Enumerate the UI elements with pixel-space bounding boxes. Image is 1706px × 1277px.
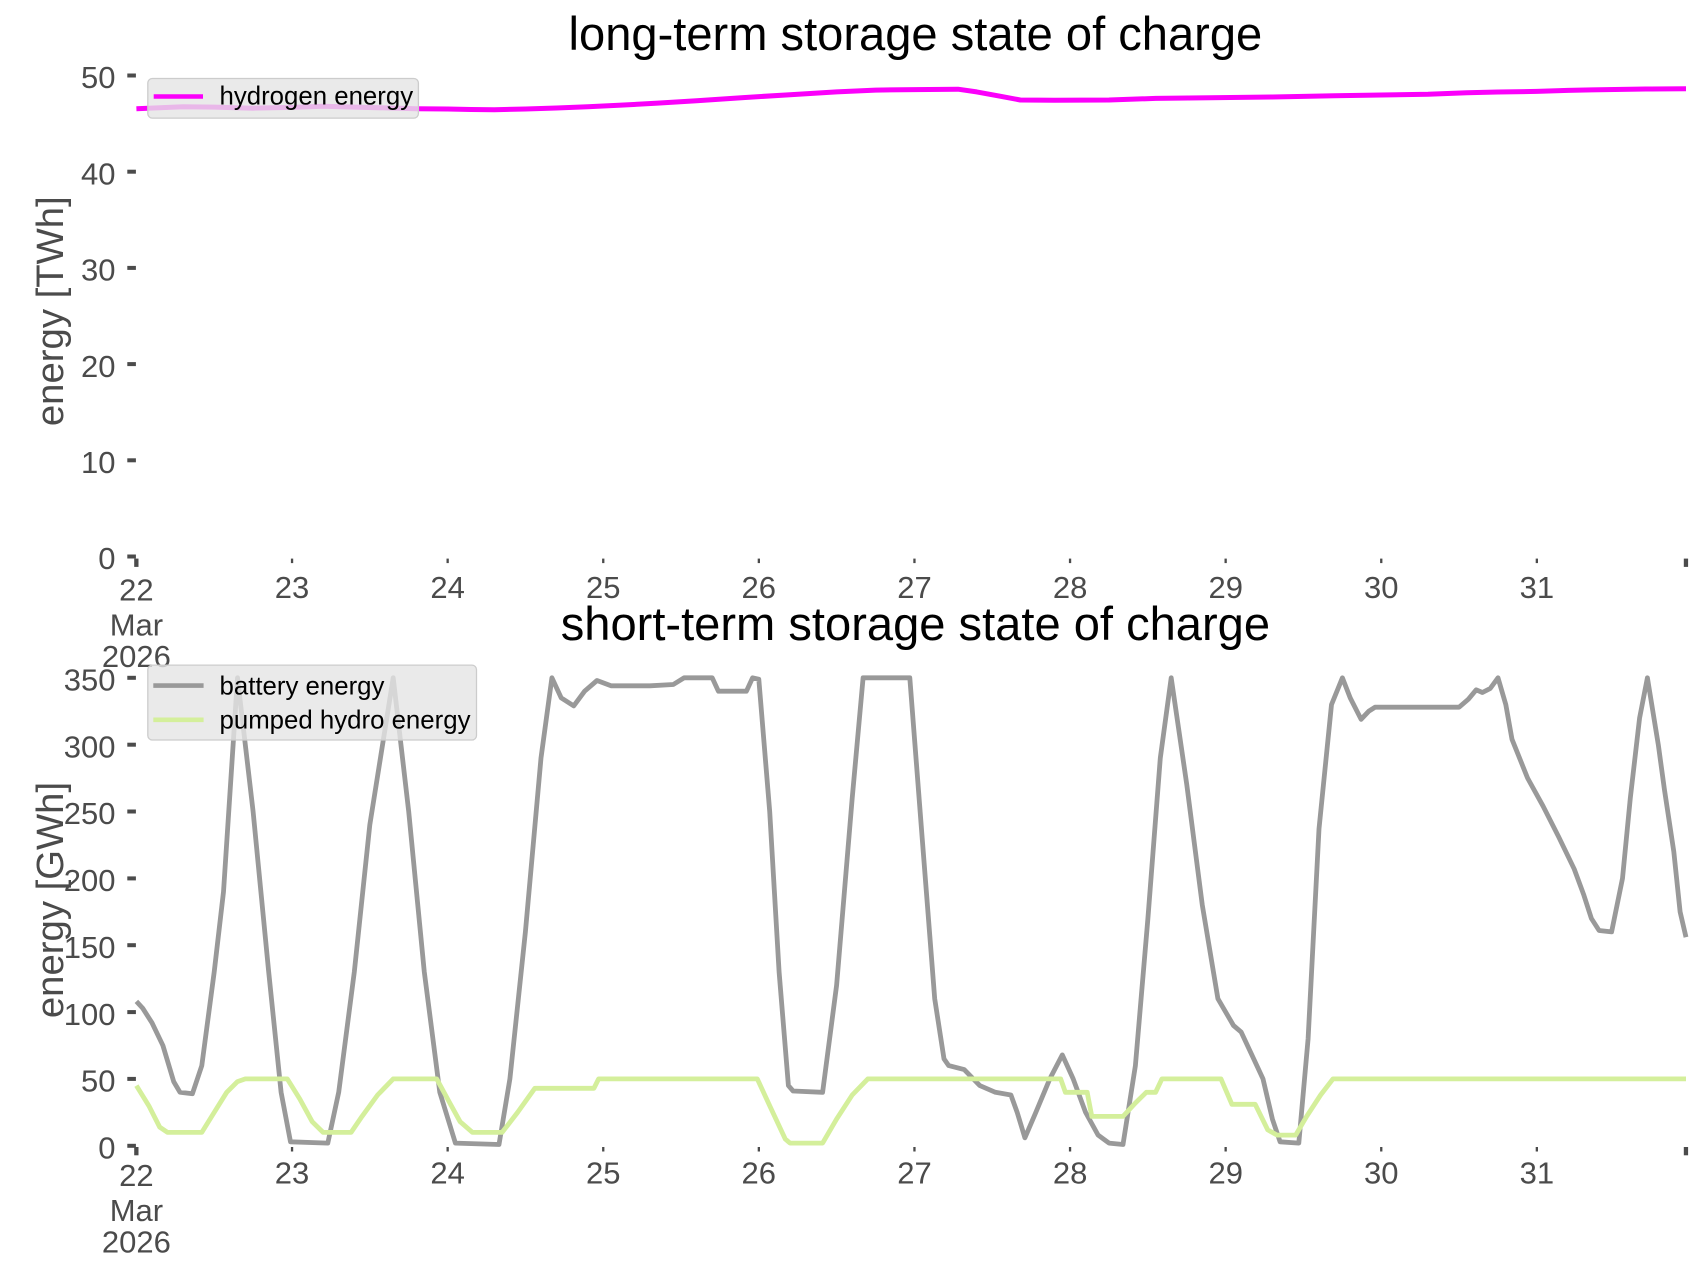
svg-text:31: 31 [1520, 570, 1554, 605]
svg-text:24: 24 [430, 570, 464, 605]
svg-text:29: 29 [1208, 570, 1242, 605]
svg-text:22: 22 [119, 572, 153, 607]
svg-text:battery energy: battery energy [220, 672, 385, 700]
svg-text:long-term storage state of cha: long-term storage state of charge [569, 7, 1263, 60]
svg-text:100: 100 [64, 997, 116, 1032]
svg-text:28: 28 [1053, 570, 1087, 605]
svg-text:150: 150 [64, 930, 116, 965]
svg-text:27: 27 [897, 1155, 931, 1190]
svg-text:20: 20 [81, 349, 115, 384]
svg-text:28: 28 [1053, 1155, 1087, 1190]
svg-text:50: 50 [81, 1064, 115, 1099]
svg-text:200: 200 [64, 863, 116, 898]
svg-text:26: 26 [742, 570, 776, 605]
svg-text:350: 350 [64, 663, 116, 698]
svg-text:31: 31 [1520, 1155, 1554, 1190]
svg-text:40: 40 [81, 156, 115, 191]
svg-text:29: 29 [1208, 1155, 1242, 1190]
svg-text:10: 10 [81, 445, 115, 480]
svg-text:short-term storage state of ch: short-term storage state of charge [561, 597, 1270, 650]
svg-text:50: 50 [81, 60, 115, 95]
svg-text:300: 300 [64, 729, 116, 764]
svg-text:26: 26 [742, 1155, 776, 1190]
svg-text:30: 30 [1364, 1155, 1398, 1190]
svg-text:23: 23 [275, 570, 309, 605]
svg-text:30: 30 [1364, 570, 1398, 605]
svg-text:0: 0 [98, 541, 115, 576]
svg-text:energy [TWh]: energy [TWh] [29, 196, 72, 426]
svg-text:22: 22 [119, 1158, 153, 1193]
svg-text:25: 25 [586, 570, 620, 605]
svg-text:23: 23 [275, 1155, 309, 1190]
svg-text:energy [GWh]: energy [GWh] [29, 782, 72, 1018]
svg-text:250: 250 [64, 796, 116, 831]
svg-text:24: 24 [430, 1155, 464, 1190]
svg-text:27: 27 [897, 570, 931, 605]
svg-text:25: 25 [586, 1155, 620, 1190]
svg-text:Mar: Mar [110, 1193, 163, 1228]
svg-text:hydrogen energy: hydrogen energy [220, 83, 414, 111]
svg-text:0: 0 [98, 1131, 115, 1166]
svg-text:2026: 2026 [102, 1224, 171, 1259]
svg-text:pumped hydro energy: pumped hydro energy [220, 706, 471, 734]
svg-text:Mar: Mar [110, 607, 163, 642]
svg-text:30: 30 [81, 253, 115, 288]
